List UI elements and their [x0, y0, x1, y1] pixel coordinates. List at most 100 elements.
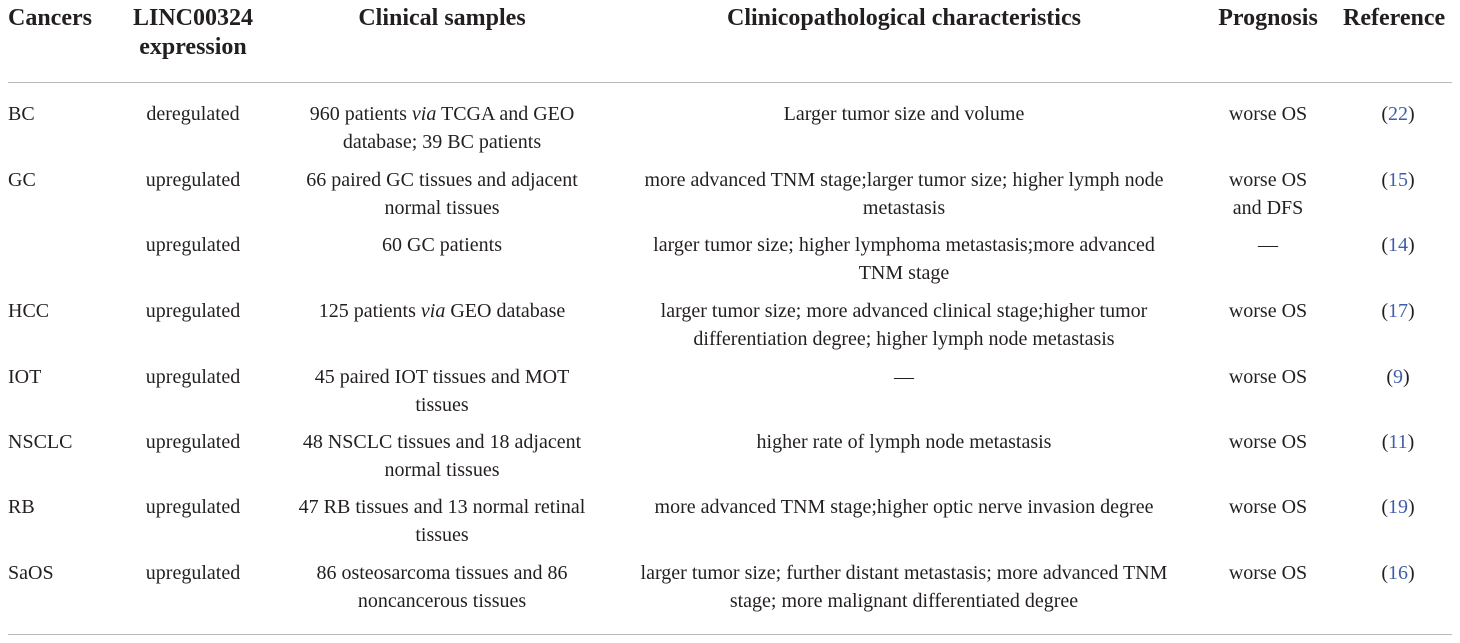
cell-prognosis: worse OS	[1206, 297, 1330, 325]
cell-samples: 125 patients via GEO database	[282, 297, 602, 325]
cell-samples-line1: 125 patients via GEO database	[282, 297, 602, 325]
cell-clinico-line1: larger tumor size; further distant metas…	[640, 562, 1168, 584]
cell-prognosis-line1: worse OS	[1228, 300, 1308, 322]
cell-clinico-line1: larger tumor size; more advanced clinica…	[660, 300, 1148, 322]
cell-prognosis-line1: worse OS	[1228, 103, 1308, 125]
reference-link[interactable]: 11	[1388, 431, 1408, 453]
cell-expression: upregulated	[145, 496, 241, 518]
cell-prognosis: —	[1206, 231, 1330, 259]
cell-reference: (17)	[1381, 300, 1415, 322]
cell-cancer: NSCLC	[8, 431, 73, 453]
reference-link[interactable]: 19	[1388, 496, 1408, 518]
cell-clinico: higher rate of lymph node metastasis	[604, 428, 1204, 456]
cell-clinico: more advanced TNM stage;higher optic ner…	[604, 493, 1204, 521]
cell-cancer: BC	[8, 103, 35, 125]
cell-reference: (19)	[1381, 496, 1415, 518]
samples-text: TCGA and GEO	[436, 103, 575, 125]
cell-samples: 66 paired GC tissues and adjacent normal…	[282, 166, 602, 222]
reference-link[interactable]: 14	[1388, 234, 1408, 256]
header-rule	[8, 82, 1452, 83]
cell-clinico: —	[604, 363, 1204, 391]
header-expression-line1: LINC00324	[132, 5, 253, 31]
header-expression-line2: expression	[139, 34, 247, 60]
cell-cancer: GC	[8, 169, 36, 191]
cell-samples-line1: 60 GC patients	[382, 234, 502, 256]
header-clinical-samples: Clinical samples	[358, 5, 526, 31]
cell-cancer: IOT	[8, 366, 42, 388]
cell-clinico-line1: more advanced TNM stage;higher optic ner…	[654, 496, 1154, 518]
cell-expression: upregulated	[145, 300, 241, 322]
cell-samples-line1: 48 NSCLC tissues and 18 adjacent	[302, 431, 582, 453]
samples-text: 125 patients	[318, 300, 421, 322]
cell-prognosis: worse OS	[1206, 428, 1330, 456]
cell-prognosis-line1: worse OS	[1228, 366, 1308, 388]
header-reference: Reference	[1343, 5, 1446, 31]
cell-clinico: Larger tumor size and volume	[604, 100, 1204, 128]
cell-prognosis-line1: worse OS	[1228, 431, 1308, 453]
cell-cancer: SaOS	[8, 562, 54, 584]
cell-reference: (22)	[1381, 103, 1415, 125]
header-expression: LINC00324 expression	[118, 4, 268, 62]
cell-clinico: larger tumor size; higher lymphoma metas…	[604, 231, 1204, 287]
cell-clinico-line2: stage; more malignant differentiated deg…	[729, 590, 1079, 612]
cell-cancer: HCC	[8, 300, 50, 322]
cell-samples: 48 NSCLC tissues and 18 adjacent normal …	[282, 428, 602, 484]
cell-prognosis: worse OS and DFS	[1206, 166, 1330, 222]
cell-prognosis: worse OS	[1206, 493, 1330, 521]
samples-italic: via	[420, 300, 446, 322]
cell-clinico-line2: metastasis	[862, 197, 946, 219]
cell-samples: 960 patients via TCGA and GEO database; …	[282, 100, 602, 156]
cell-expression: upregulated	[145, 169, 241, 191]
cell-prognosis-line1: worse OS	[1228, 169, 1308, 191]
bottom-rule	[8, 634, 1452, 635]
cell-prognosis-line2: and DFS	[1232, 197, 1304, 219]
cell-clinico-line1: higher rate of lymph node metastasis	[756, 431, 1052, 453]
cell-samples-line2: normal tissues	[384, 197, 500, 219]
cell-clinico-line1: Larger tumor size and volume	[783, 103, 1025, 125]
cell-cancer: RB	[8, 496, 35, 518]
cell-clinico: larger tumor size; further distant metas…	[604, 559, 1204, 615]
cell-reference: (11)	[1381, 431, 1415, 453]
cell-samples-line1: 45 paired IOT tissues and MOT	[314, 366, 570, 388]
cell-clinico-line2: TNM stage	[858, 262, 950, 284]
cell-expression: deregulated	[146, 103, 240, 125]
cell-samples-line1: 66 paired GC tissues and adjacent	[306, 169, 578, 191]
cell-samples: 60 GC patients	[282, 231, 602, 259]
cell-reference: (15)	[1381, 169, 1415, 191]
reference-link[interactable]: 9	[1393, 366, 1403, 388]
reference-link[interactable]: 17	[1388, 300, 1408, 322]
cell-reference: (16)	[1381, 562, 1415, 584]
cell-samples-line2: tissues	[415, 394, 469, 416]
header-prognosis: Prognosis	[1218, 5, 1318, 31]
header-cancers: Cancers	[8, 5, 92, 31]
cell-prognosis-line1: worse OS	[1228, 496, 1308, 518]
cell-expression: upregulated	[145, 431, 241, 453]
cell-samples: 47 RB tissues and 13 normal retinal tiss…	[282, 493, 602, 549]
reference-link[interactable]: 15	[1388, 169, 1408, 191]
reference-link[interactable]: 16	[1388, 562, 1408, 584]
samples-text: 960 patients	[309, 103, 412, 125]
cell-samples: 45 paired IOT tissues and MOT tissues	[282, 363, 602, 419]
cell-clinico-line2: differentiation degree; higher lymph nod…	[693, 328, 1115, 350]
cell-clinico: larger tumor size; more advanced clinica…	[604, 297, 1204, 353]
cell-prognosis-line1: —	[1258, 234, 1278, 256]
cell-expression: upregulated	[145, 234, 241, 256]
cell-clinico-line1: —	[894, 366, 914, 388]
cell-clinico-line1: larger tumor size; higher lymphoma metas…	[653, 234, 1155, 256]
cell-samples-line2: database; 39 BC patients	[342, 131, 542, 153]
cell-prognosis: worse OS	[1206, 559, 1330, 587]
cell-expression: upregulated	[145, 562, 241, 584]
cell-expression: upregulated	[145, 366, 241, 388]
cell-samples-line1: 47 RB tissues and 13 normal retinal	[298, 496, 586, 518]
cell-clinico-line1: more advanced TNM stage;larger tumor siz…	[644, 169, 1164, 191]
samples-italic: via	[411, 103, 437, 125]
samples-text: GEO database	[445, 300, 566, 322]
cell-samples-line2: noncancerous tissues	[357, 590, 527, 612]
header-clinicopathological: Clinicopathological characteristics	[727, 5, 1081, 31]
cell-prognosis: worse OS	[1206, 363, 1330, 391]
cell-clinico: more advanced TNM stage;larger tumor siz…	[604, 166, 1204, 222]
cell-samples: 86 osteosarcoma tissues and 86 noncancer…	[282, 559, 602, 615]
reference-link[interactable]: 22	[1388, 103, 1408, 125]
cell-prognosis-line1: worse OS	[1228, 562, 1308, 584]
